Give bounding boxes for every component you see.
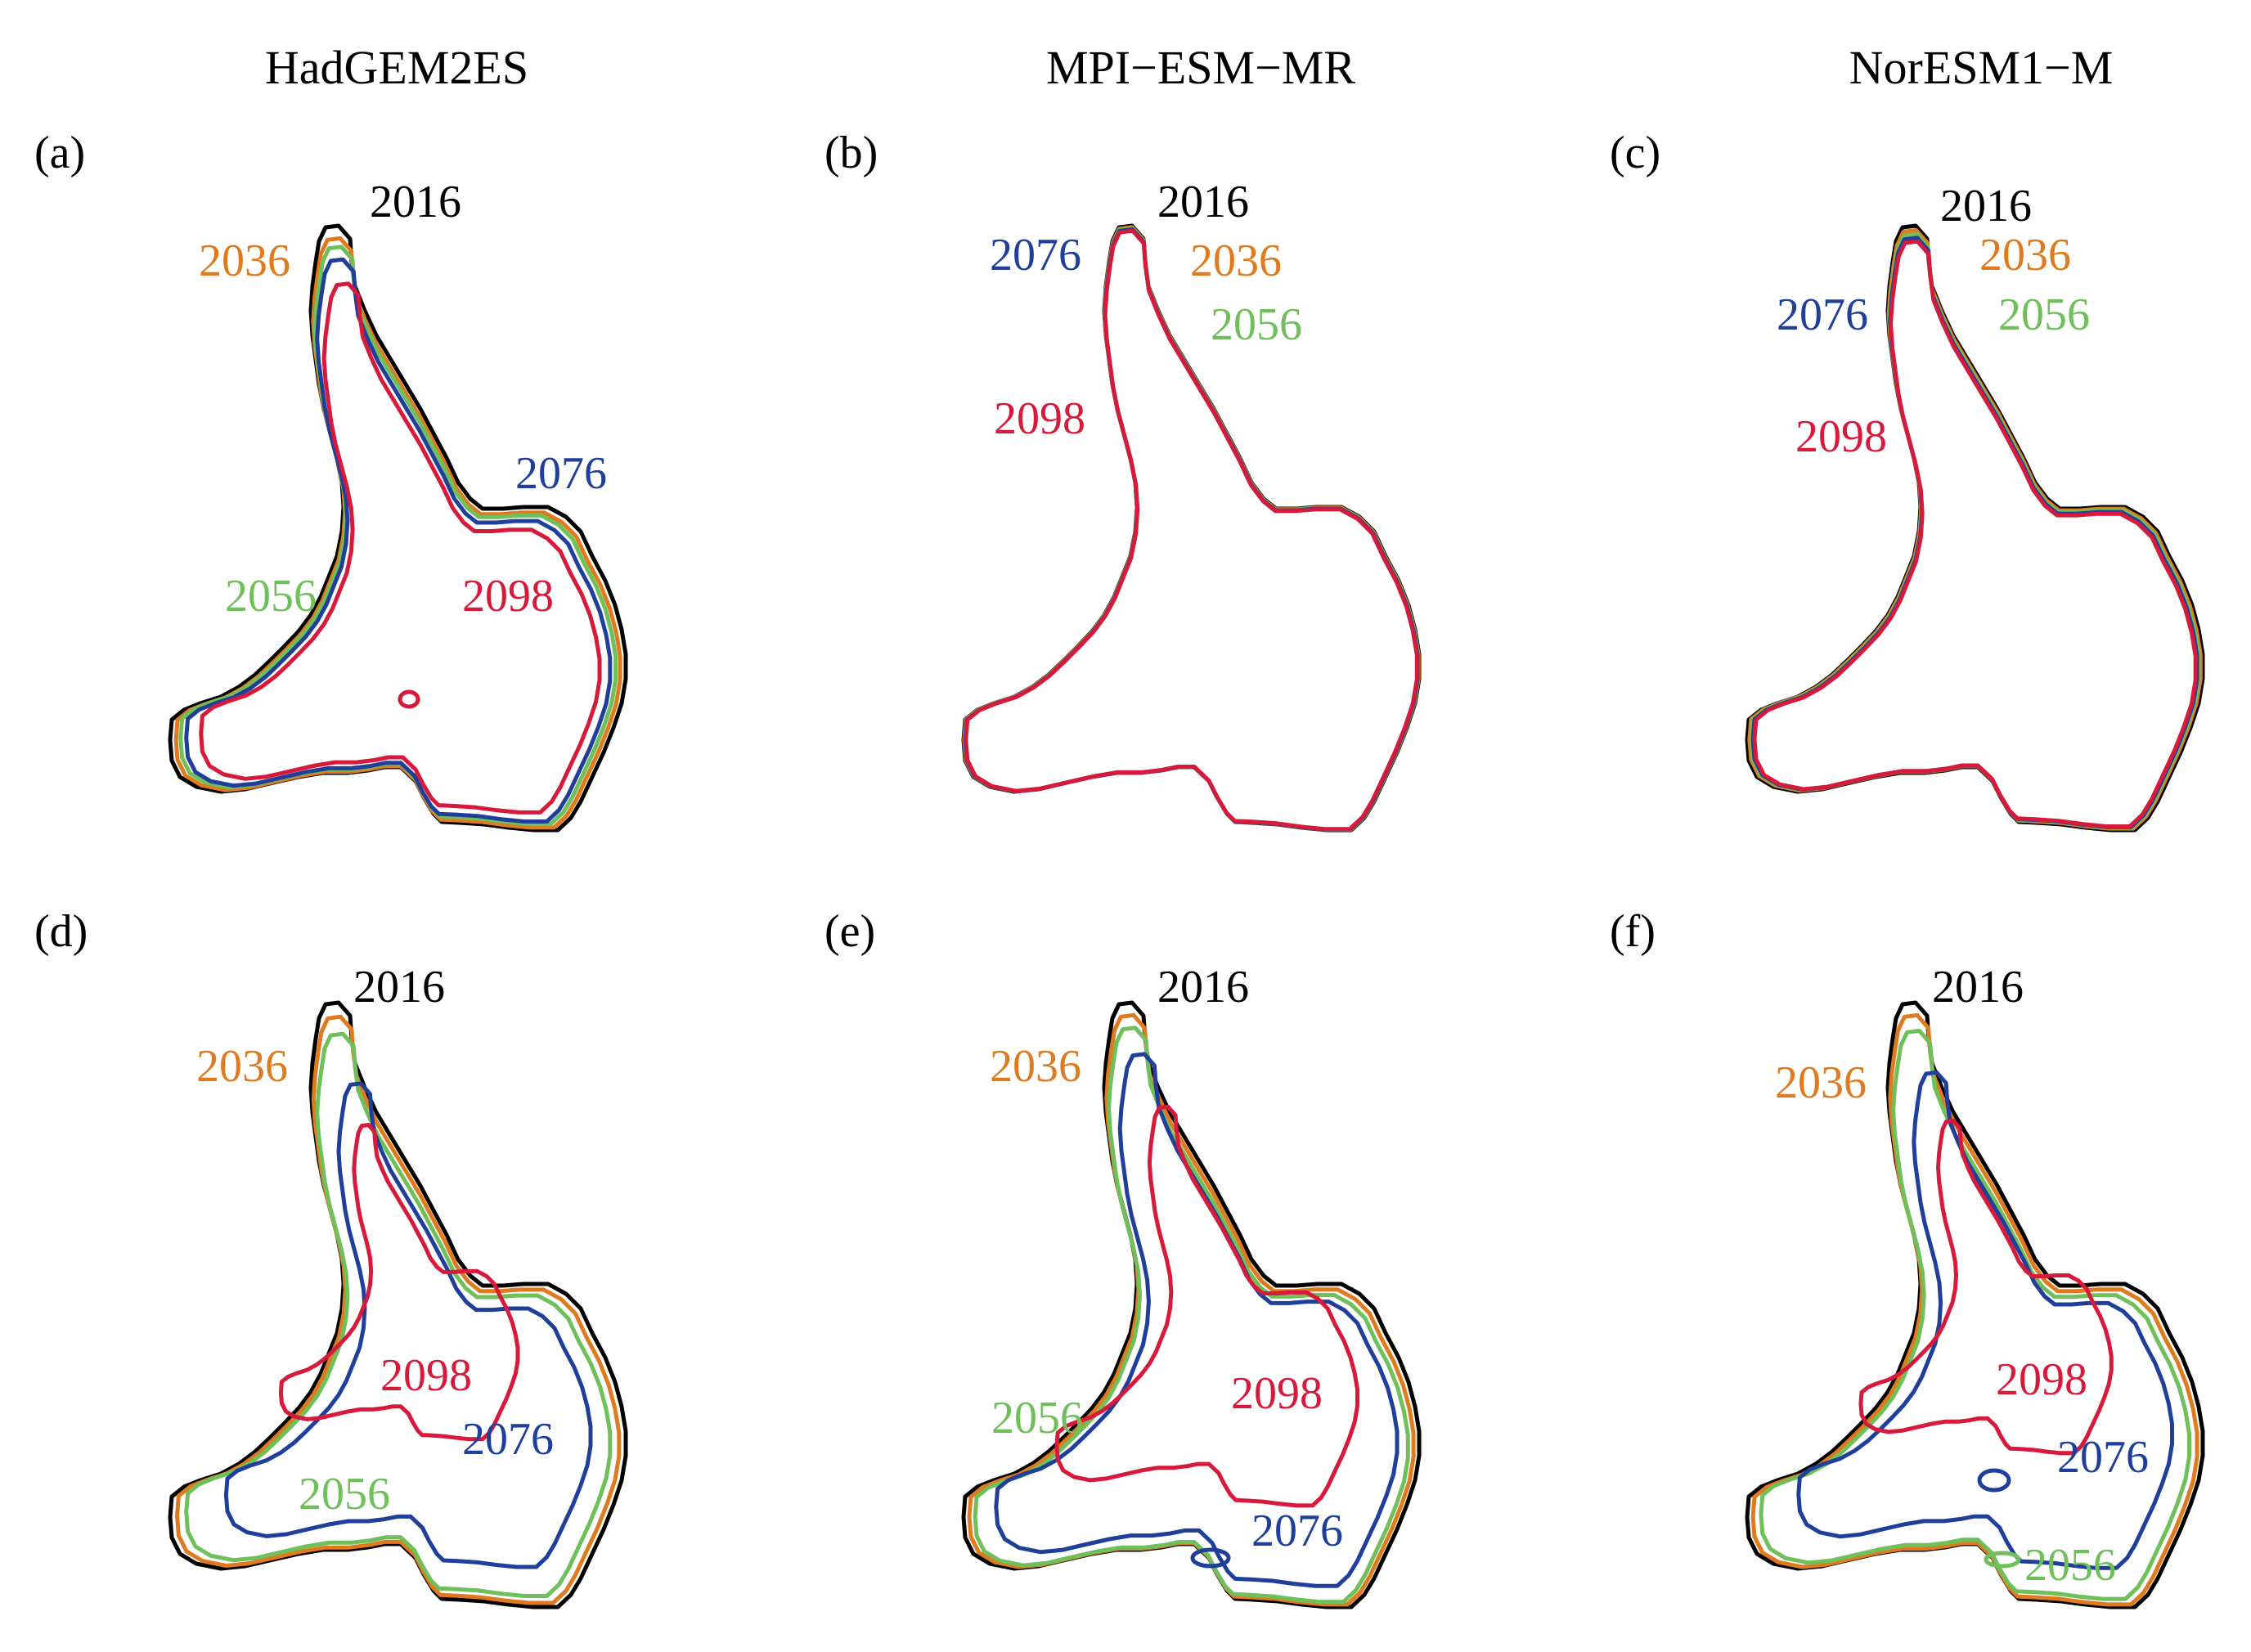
label-a-2098: 2098 (462, 571, 554, 622)
label-c-2076: 2076 (1777, 290, 1868, 340)
panel-a-map (168, 223, 628, 833)
label-f-2098: 2098 (1996, 1354, 2087, 1405)
panel-e-map (961, 1000, 1422, 1609)
label-a-2016: 2016 (370, 177, 461, 227)
contour-d-2076 (223, 1081, 593, 1569)
contour-b-2076 (963, 227, 1420, 832)
label-f-2016: 2016 (1932, 962, 2024, 1012)
contour-e-2076 (994, 1052, 1400, 1588)
contour-f-2098 (1858, 1118, 2114, 1456)
label-f-2036: 2036 (1775, 1057, 1867, 1108)
contour-a-2036 (173, 236, 622, 830)
label-e-2036: 2036 (990, 1041, 1081, 1092)
label-c-2056: 2056 (1998, 290, 2090, 340)
panel-label-a: (a) (34, 128, 85, 178)
panel-c-map (1745, 223, 2205, 833)
contour-b-2036 (962, 225, 1421, 832)
label-d-2016: 2016 (353, 962, 445, 1012)
label-e-2098: 2098 (1231, 1368, 1323, 1419)
panel-label-b: (b) (824, 128, 878, 178)
label-f-2076: 2076 (2057, 1432, 2149, 1483)
contour-d-2056 (184, 1031, 613, 1598)
panel-label-c: (c) (1610, 128, 1660, 178)
label-b-2056: 2056 (1211, 299, 1302, 350)
contour-b-2098 (964, 228, 1419, 832)
label-b-2076: 2076 (990, 230, 1081, 281)
column-title-noresm1-m: NorESM1−M (1849, 41, 2114, 94)
contour-a-2016 (168, 223, 628, 833)
contour-e-2056 (973, 1026, 1410, 1605)
ice-patch-a-2098-0 (398, 689, 420, 709)
panel-b-map (961, 223, 1422, 833)
panel-label-e: (e) (824, 906, 875, 957)
label-a-2056: 2056 (225, 571, 317, 622)
contour-b-2056 (962, 226, 1421, 832)
label-e-2076: 2076 (1251, 1506, 1343, 1556)
label-d-2098: 2098 (380, 1350, 472, 1401)
contour-a-2098 (199, 281, 602, 815)
contour-c-2098 (1752, 239, 2198, 828)
column-title-mpi-esm-mr: MPI−ESM−MR (1046, 41, 1355, 94)
ice-patch-f-2056-2 (1984, 1551, 2021, 1569)
contour-f-2076 (1796, 1070, 2174, 1570)
contour-b-2016 (961, 223, 1422, 833)
panel-label-d: (d) (34, 906, 88, 957)
label-c-2036: 2036 (1979, 230, 2071, 281)
panel-label-f: (f) (1610, 906, 1656, 957)
label-b-2016: 2016 (1157, 177, 1249, 227)
label-a-2076: 2076 (515, 448, 607, 499)
label-e-2056: 2056 (991, 1393, 1083, 1443)
label-c-2016: 2016 (1940, 181, 2032, 231)
label-b-2036: 2036 (1190, 236, 1282, 286)
label-e-2016: 2016 (1157, 962, 1249, 1012)
panel-d-map (168, 1000, 628, 1609)
ice-patch-e-2076-1 (1190, 1547, 1231, 1569)
contour-a-2076 (184, 257, 613, 824)
panel-f-map (1745, 1000, 2205, 1609)
label-b-2098: 2098 (994, 393, 1085, 444)
label-d-2056: 2056 (299, 1469, 390, 1520)
contour-d-2098 (278, 1123, 520, 1442)
label-d-2076: 2076 (462, 1414, 554, 1465)
label-d-2036: 2036 (196, 1041, 288, 1092)
label-c-2098: 2098 (1795, 411, 1887, 462)
label-f-2056: 2056 (2024, 1540, 2116, 1591)
contour-e-2098 (1054, 1104, 1359, 1508)
ice-patch-f-2076-3 (1977, 1468, 2011, 1493)
column-title-hadgem2es: HadGEM2ES (265, 41, 528, 94)
label-a-2036: 2036 (199, 236, 290, 286)
contour-a-2056 (178, 245, 618, 827)
